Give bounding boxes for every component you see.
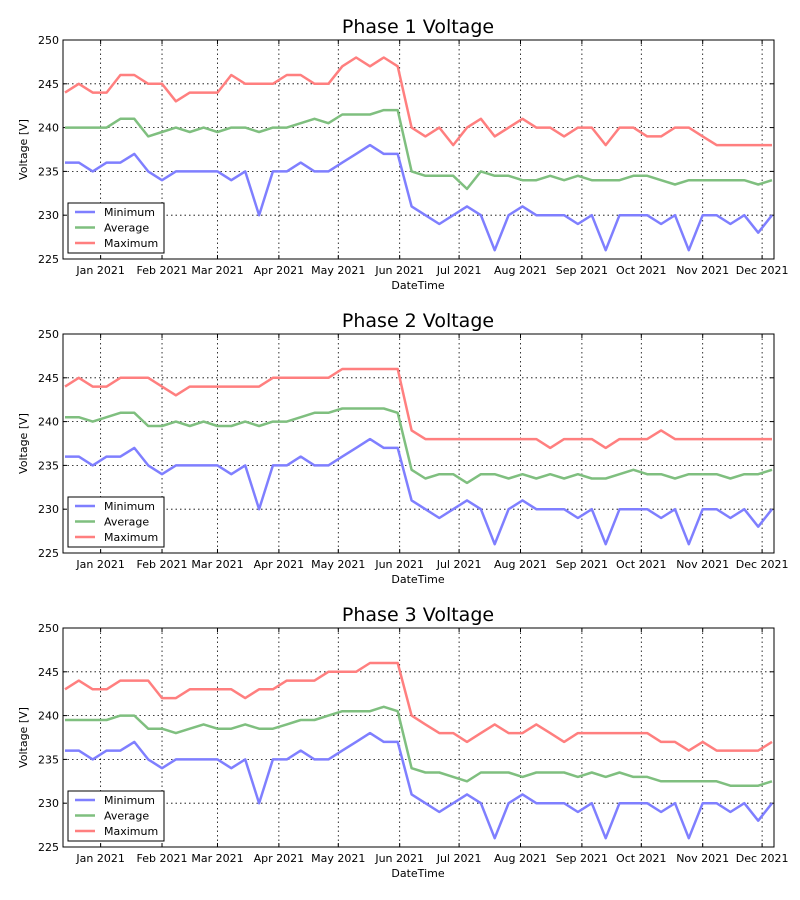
plot-frame xyxy=(62,627,775,848)
x-tick-label: Sep 2021 xyxy=(556,264,608,277)
x-tick-label: Apr 2021 xyxy=(254,558,305,571)
x-tick-label: Dec 2021 xyxy=(736,264,789,277)
x-tick-label: Feb 2021 xyxy=(137,264,188,277)
legend: Minimum Average Maximum xyxy=(67,790,165,842)
x-tick-label: Jun 2021 xyxy=(374,558,424,571)
x-tick-label: Feb 2021 xyxy=(137,852,188,865)
x-tick-label: Jan 2021 xyxy=(75,852,124,865)
x-tick-label: Jun 2021 xyxy=(374,852,424,865)
x-tick-label: May 2021 xyxy=(311,558,365,571)
series-line-minimum xyxy=(65,143,773,252)
subplot-phase-1: Phase 1 Voltage 225 230 235 240 245 250 Jan 202… xyxy=(17,16,789,292)
legend-label: Maximum xyxy=(104,825,158,838)
y-tick-label: 240 xyxy=(38,416,59,429)
legend-label: Average xyxy=(104,222,149,235)
y-axis-label: Voltage [V] xyxy=(17,707,30,768)
x-axis-label: DateTime xyxy=(391,867,444,880)
plot-frame xyxy=(62,39,775,260)
x-tick-label: May 2021 xyxy=(311,852,365,865)
x-tick-label: Apr 2021 xyxy=(254,264,305,277)
legend-label: Average xyxy=(104,516,149,529)
series-line-minimum xyxy=(65,731,773,840)
x-tick-label: Jul 2021 xyxy=(436,264,482,277)
x-tick-label: Feb 2021 xyxy=(137,558,188,571)
series-line-maximum xyxy=(64,661,773,752)
y-tick-label: 230 xyxy=(38,503,59,516)
x-tick-label: Aug 2021 xyxy=(494,558,547,571)
x-tick-label: Dec 2021 xyxy=(736,558,789,571)
y-tick-label: 230 xyxy=(38,209,59,222)
x-axis-label: DateTime xyxy=(391,279,444,292)
y-tick-label: 225 xyxy=(38,841,59,854)
legend-label: Maximum xyxy=(104,531,158,544)
y-tick-label: 235 xyxy=(38,459,59,472)
y-tick-label: 245 xyxy=(38,372,59,385)
x-tick-label: Sep 2021 xyxy=(556,852,608,865)
y-tick-label: 240 xyxy=(38,710,59,723)
x-tick-label: Aug 2021 xyxy=(494,852,547,865)
y-axis-label: Voltage [V] xyxy=(17,119,30,180)
legend-label: Minimum xyxy=(104,794,155,807)
y-tick-label: 250 xyxy=(38,34,59,47)
x-tick-label: Mar 2021 xyxy=(191,558,243,571)
y-tick-label: 235 xyxy=(38,753,59,766)
y-axis-label: Voltage [V] xyxy=(17,413,30,474)
legend-label: Average xyxy=(104,810,149,823)
plot-frame xyxy=(62,333,775,554)
x-tick-label: Oct 2021 xyxy=(616,852,667,865)
series-line-average xyxy=(65,407,773,485)
legend-label: Minimum xyxy=(104,500,155,513)
legend: Minimum Average Maximum xyxy=(67,496,165,548)
chart-title: Phase 3 Voltage xyxy=(342,604,494,626)
chart-title: Phase 1 Voltage xyxy=(342,16,494,38)
y-tick-label: 250 xyxy=(38,328,59,341)
subplot-phase-3: Phase 3 Voltage 225 230 235 240 245 250 Jan 202… xyxy=(17,604,789,880)
x-tick-label: Jan 2021 xyxy=(75,264,124,277)
series-line-maximum xyxy=(64,367,772,450)
y-tick-label: 225 xyxy=(38,547,59,560)
x-tick-label: Jul 2021 xyxy=(436,558,482,571)
series-line-average xyxy=(65,705,773,787)
legend-label: Minimum xyxy=(104,206,155,219)
x-tick-label: Dec 2021 xyxy=(736,852,789,865)
chart-title: Phase 2 Voltage xyxy=(342,310,494,332)
y-tick-label: 245 xyxy=(38,666,59,679)
x-tick-label: Jan 2021 xyxy=(75,558,124,571)
y-tick-label: 240 xyxy=(38,122,59,135)
legend-label: Maximum xyxy=(104,237,158,250)
series-line-maximum xyxy=(64,56,772,147)
x-tick-label: Nov 2021 xyxy=(676,558,729,571)
y-tick-label: 230 xyxy=(38,797,59,810)
x-tick-label: Oct 2021 xyxy=(616,264,667,277)
x-tick-label: Jun 2021 xyxy=(374,264,424,277)
x-tick-label: May 2021 xyxy=(311,264,365,277)
y-tick-label: 250 xyxy=(38,622,59,635)
x-tick-label: Nov 2021 xyxy=(676,264,729,277)
x-tick-label: Jul 2021 xyxy=(436,852,482,865)
y-tick-label: 235 xyxy=(38,165,59,178)
y-tick-label: 245 xyxy=(38,78,59,91)
x-tick-label: Oct 2021 xyxy=(616,558,667,571)
x-tick-label: Nov 2021 xyxy=(676,852,729,865)
x-tick-label: Mar 2021 xyxy=(191,852,243,865)
series-line-minimum xyxy=(65,437,773,546)
x-tick-label: Aug 2021 xyxy=(494,264,547,277)
x-tick-label: Sep 2021 xyxy=(556,558,608,571)
legend: Minimum Average Maximum xyxy=(67,202,165,254)
x-tick-label: Apr 2021 xyxy=(254,852,305,865)
subplot-phase-2: Phase 2 Voltage 225 230 235 240 245 250 Jan 202… xyxy=(17,310,789,586)
x-axis-label: DateTime xyxy=(391,573,444,586)
x-tick-label: Mar 2021 xyxy=(191,264,243,277)
series-line-average xyxy=(65,108,773,191)
y-tick-label: 225 xyxy=(38,253,59,266)
